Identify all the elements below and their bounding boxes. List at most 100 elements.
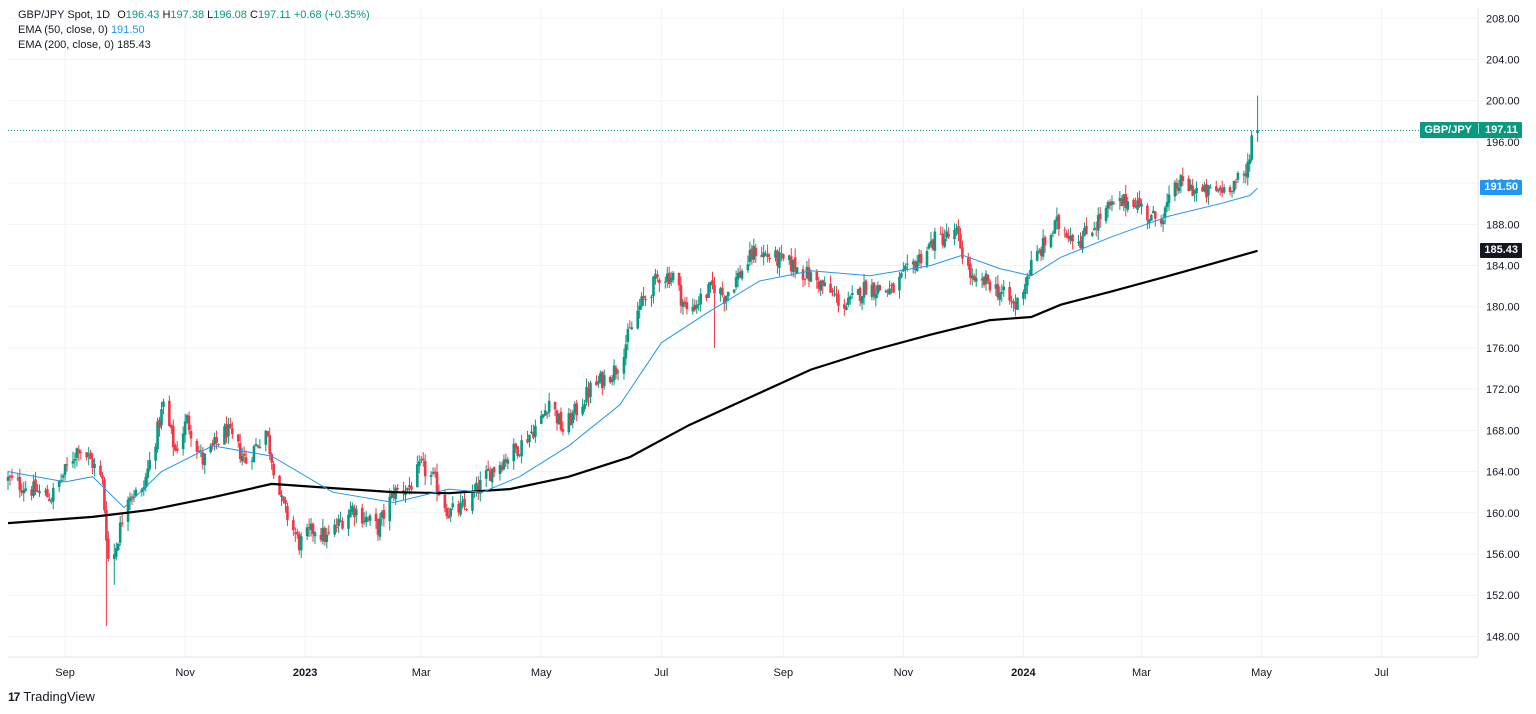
candle-body: [927, 244, 931, 249]
candle-body: [488, 471, 492, 481]
candle-body: [1029, 259, 1033, 276]
candle-body: [1083, 227, 1086, 237]
tradingview-logo-icon: 17: [8, 689, 20, 704]
candle-body: [1189, 184, 1192, 190]
candle-body: [974, 277, 978, 282]
candle-body: [671, 272, 675, 280]
candle-body: [764, 254, 767, 256]
candle-body: [774, 250, 777, 258]
candle-body: [242, 453, 246, 456]
candle-body: [170, 424, 173, 428]
candle-body: [447, 515, 451, 519]
candle-body: [1209, 187, 1212, 189]
candle-body: [994, 284, 998, 289]
candle-body: [835, 293, 838, 295]
candle-body: [423, 460, 427, 477]
candle-body: [998, 292, 1002, 300]
candle-body: [628, 327, 632, 329]
candle-body: [1148, 219, 1151, 223]
candle-body: [555, 410, 559, 424]
candle-body: [642, 295, 645, 299]
candle-body: [762, 252, 765, 258]
ema200-tag-value: 185.43: [1484, 243, 1518, 256]
candle-body: [683, 301, 687, 304]
candle-body: [443, 494, 447, 509]
candle-body: [697, 304, 701, 306]
candle-body: [490, 469, 494, 483]
candle-body: [1146, 205, 1149, 221]
candle-body: [860, 296, 864, 304]
candle-body: [837, 294, 840, 306]
candle-body: [1035, 251, 1039, 261]
candle-body: [46, 488, 49, 498]
candle-body: [677, 272, 681, 286]
candle-body: [833, 294, 836, 296]
candle-body: [502, 459, 506, 470]
candle-body: [209, 445, 212, 453]
candle-body: [600, 371, 604, 389]
candle-body: [1244, 173, 1248, 177]
candle-body: [929, 241, 933, 245]
candle-body: [1126, 201, 1130, 210]
candle-body: [614, 367, 618, 375]
y-tick-label: 176.00: [1486, 343, 1520, 355]
candle-body: [1163, 207, 1167, 219]
candle-body: [1201, 187, 1204, 192]
candle-body: [736, 273, 740, 280]
candle-body: [49, 501, 53, 503]
candle-body: [307, 527, 311, 529]
candle-body: [349, 509, 352, 518]
candle-body: [663, 281, 667, 283]
candle-body: [793, 257, 797, 272]
legend-ema50-row[interactable]: EMA (50, close, 0) 191.50: [18, 23, 370, 38]
candle-body: [711, 280, 714, 286]
ema-200-line: [7, 249, 1258, 525]
candle-body: [410, 486, 413, 490]
candle-body: [225, 423, 228, 438]
candle-body: [1112, 203, 1116, 205]
candle-body: [886, 290, 889, 293]
candle-body: [776, 250, 779, 266]
price-axis[interactable]: 148.00 152.00 156.00 160.00 164.00 168.00 172.…: [1486, 13, 1520, 643]
candle-body: [203, 453, 207, 466]
candle-body: [156, 421, 159, 450]
candle-body: [286, 505, 289, 520]
tradingview-brand[interactable]: 17 TradingView: [8, 689, 95, 704]
candle-body: [195, 440, 199, 452]
candle-body: [128, 497, 132, 501]
time-axis[interactable]: Sep Nov 2023 Mar May Jul Sep Nov 2024 Mar May Jul: [55, 667, 1388, 679]
candle-body: [1161, 220, 1165, 225]
candle-body: [1218, 187, 1222, 190]
candle-body: [789, 256, 793, 272]
candle-body: [91, 458, 94, 468]
candle-body: [1232, 180, 1236, 192]
candle-body: [61, 475, 65, 478]
candle-body: [919, 253, 923, 264]
candle-body: [378, 518, 382, 537]
candle-body: [341, 521, 344, 529]
candle-body: [581, 406, 584, 415]
candle-body: [1022, 292, 1025, 299]
candle-body: [691, 307, 695, 312]
candle-body: [734, 277, 738, 288]
legend-ema200-row[interactable]: EMA (200, close, 0) 185.43: [18, 38, 370, 53]
candle-body: [650, 296, 653, 298]
candle-body: [652, 276, 655, 296]
candle-body: [34, 479, 37, 493]
open-label: O: [117, 9, 126, 21]
candle-body: [1122, 194, 1126, 205]
y-tick-label: 180.00: [1486, 302, 1520, 314]
candle-body: [823, 282, 826, 287]
candle-body: [146, 468, 150, 478]
candle-body: [162, 401, 165, 408]
candle-body: [760, 254, 763, 258]
ema-50-line: [7, 187, 1258, 509]
candle-body: [114, 548, 118, 557]
last-price-symbol: GBP/JPY: [1424, 124, 1472, 137]
candle-body: [1000, 291, 1004, 294]
candle-body: [57, 480, 61, 487]
candle-body: [1063, 229, 1067, 231]
symbol-title[interactable]: GBP/JPY Spot, 1D: [18, 9, 111, 21]
candle-body: [681, 301, 685, 307]
